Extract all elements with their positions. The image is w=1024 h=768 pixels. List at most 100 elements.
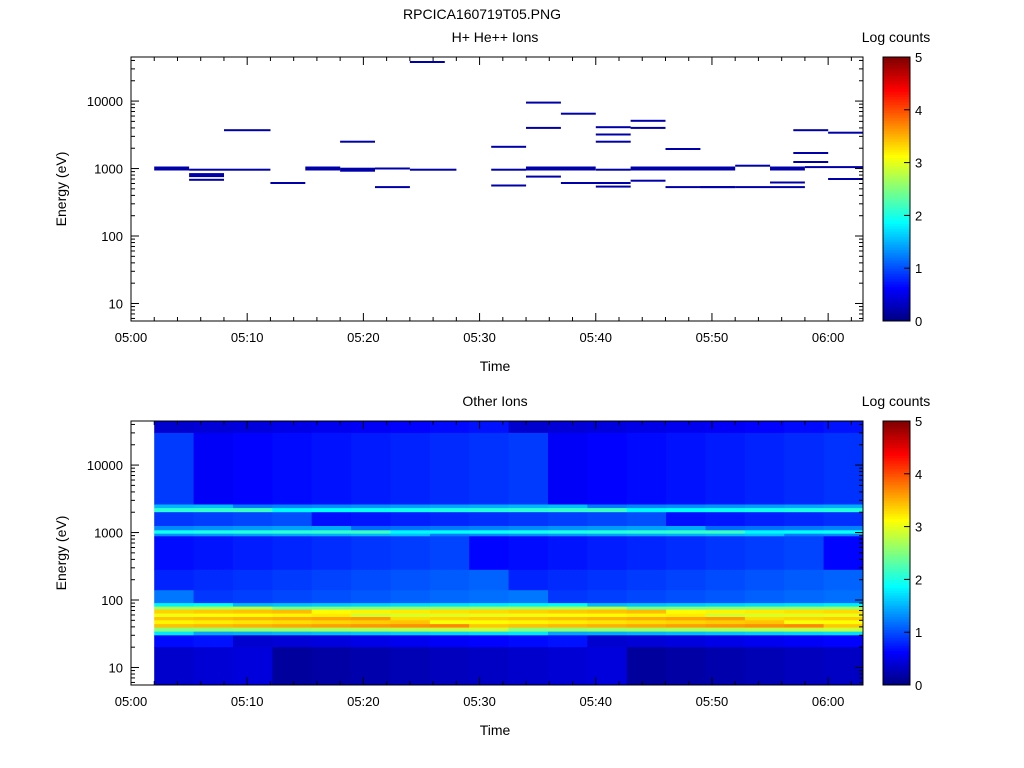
heatmap-cell — [311, 620, 352, 625]
heatmap-cell — [154, 606, 194, 611]
heatmap-cell — [351, 508, 391, 513]
heatmap-cell — [705, 603, 746, 607]
heatmap-cell — [666, 603, 706, 607]
colorbar-step — [883, 603, 910, 607]
y-tick-label: 10 — [109, 660, 123, 675]
heatmap-cell — [193, 635, 234, 648]
heatmap-cell — [469, 631, 509, 636]
heatmap-cell — [272, 606, 313, 611]
heatmap-cell — [705, 536, 746, 571]
heatmap-cell — [193, 613, 234, 618]
heatmap-cell — [626, 624, 667, 628]
data-segment — [189, 173, 224, 178]
heatmap-cell — [784, 504, 824, 509]
heatmap-cell — [193, 620, 234, 625]
heatmap-cell — [429, 613, 470, 618]
heatmap-cell — [429, 620, 470, 625]
heatmap-cell — [666, 647, 706, 686]
data-segment — [828, 131, 863, 134]
x-tick-label: 05:50 — [696, 330, 729, 345]
heatmap-cell — [666, 536, 706, 571]
heatmap-cell — [508, 631, 549, 636]
data-segment — [595, 126, 631, 129]
heatmap-cell — [390, 620, 431, 625]
colorbar-step — [883, 555, 910, 559]
data-segment — [630, 179, 666, 182]
heatmap-cell — [233, 533, 273, 537]
heatmap-cell — [272, 609, 313, 614]
data-segment — [154, 166, 190, 171]
heatmap-cell — [193, 603, 234, 607]
y-tick-label: 100 — [101, 593, 123, 608]
heatmap-cell — [666, 533, 706, 537]
heatmap-cell — [429, 432, 470, 505]
colorbar-step — [883, 297, 910, 301]
heatmap-cell — [193, 432, 234, 505]
heatmap-cell — [548, 609, 588, 614]
heatmap-cell — [548, 613, 588, 618]
data-segment — [665, 148, 701, 150]
heatmap-cell — [154, 631, 194, 636]
heatmap-cell — [784, 647, 824, 686]
heatmap-cell — [508, 627, 549, 632]
heatmap-cell — [508, 620, 549, 625]
colorbar-step — [883, 157, 910, 161]
data-segment — [526, 175, 561, 178]
heatmap-cell — [193, 624, 234, 628]
colorbar-step — [883, 613, 910, 617]
heatmap-cell — [666, 421, 706, 434]
heatmap-cell — [351, 530, 391, 535]
heatmap-cell — [193, 569, 234, 591]
colorbar-step — [883, 83, 910, 87]
heatmap-cell — [823, 606, 864, 611]
heatmap-cell — [154, 609, 194, 614]
colorbar-step — [883, 574, 910, 578]
heatmap-cell — [508, 421, 549, 434]
heatmap-cell — [508, 512, 549, 527]
colorbar-step — [883, 175, 910, 179]
heatmap-cell — [311, 647, 352, 686]
heatmap-cell — [666, 609, 706, 614]
heatmap-cell — [154, 613, 194, 618]
x-axis-label: Time — [480, 722, 511, 738]
colorbar: Log counts 0 1 2 3 4 5 — [862, 393, 931, 693]
heatmap-cell — [272, 620, 313, 625]
heatmap-cell — [272, 603, 313, 607]
x-tick-label: 06:00 — [812, 330, 845, 345]
heatmap-cell — [705, 504, 746, 509]
heatmap-cell — [666, 624, 706, 628]
data-segment — [560, 182, 631, 184]
x-tick-label: 05:10 — [231, 330, 264, 345]
heatmap-cell — [666, 512, 706, 527]
heatmap-cell — [666, 627, 706, 632]
colorbar-step — [883, 123, 910, 127]
heatmap-cell — [193, 606, 234, 611]
heatmap-cell — [823, 635, 864, 648]
colorbar-step — [883, 262, 910, 267]
colorbar-step — [883, 289, 910, 293]
heatmap-cell — [193, 647, 234, 686]
heatmap-cell — [705, 609, 746, 614]
colorbar-step — [883, 576, 910, 580]
heatmap-cell — [233, 627, 273, 632]
heatmap-cell — [272, 635, 313, 648]
heatmap-cell — [744, 603, 785, 607]
heatmap-cell — [311, 512, 352, 527]
heatmap-cell — [351, 613, 391, 618]
heatmap-cell — [233, 620, 273, 625]
colorbar-step — [883, 236, 910, 240]
heatmap-cell — [469, 536, 509, 571]
data-segment — [770, 181, 805, 184]
heatmap-cell — [666, 635, 706, 648]
y-tick-label: 10 — [109, 296, 123, 311]
heatmap-cell — [587, 609, 628, 614]
heatmap-cell — [154, 624, 194, 628]
x-tick-label: 05:20 — [347, 330, 380, 345]
colorbar-step — [883, 677, 910, 681]
heatmap-cell — [666, 606, 706, 611]
heatmap-cell — [587, 590, 628, 604]
heatmap-cell — [666, 617, 706, 621]
heatmap-cell — [784, 631, 824, 636]
heatmap-cell — [744, 536, 785, 571]
colorbar-step — [883, 584, 910, 588]
